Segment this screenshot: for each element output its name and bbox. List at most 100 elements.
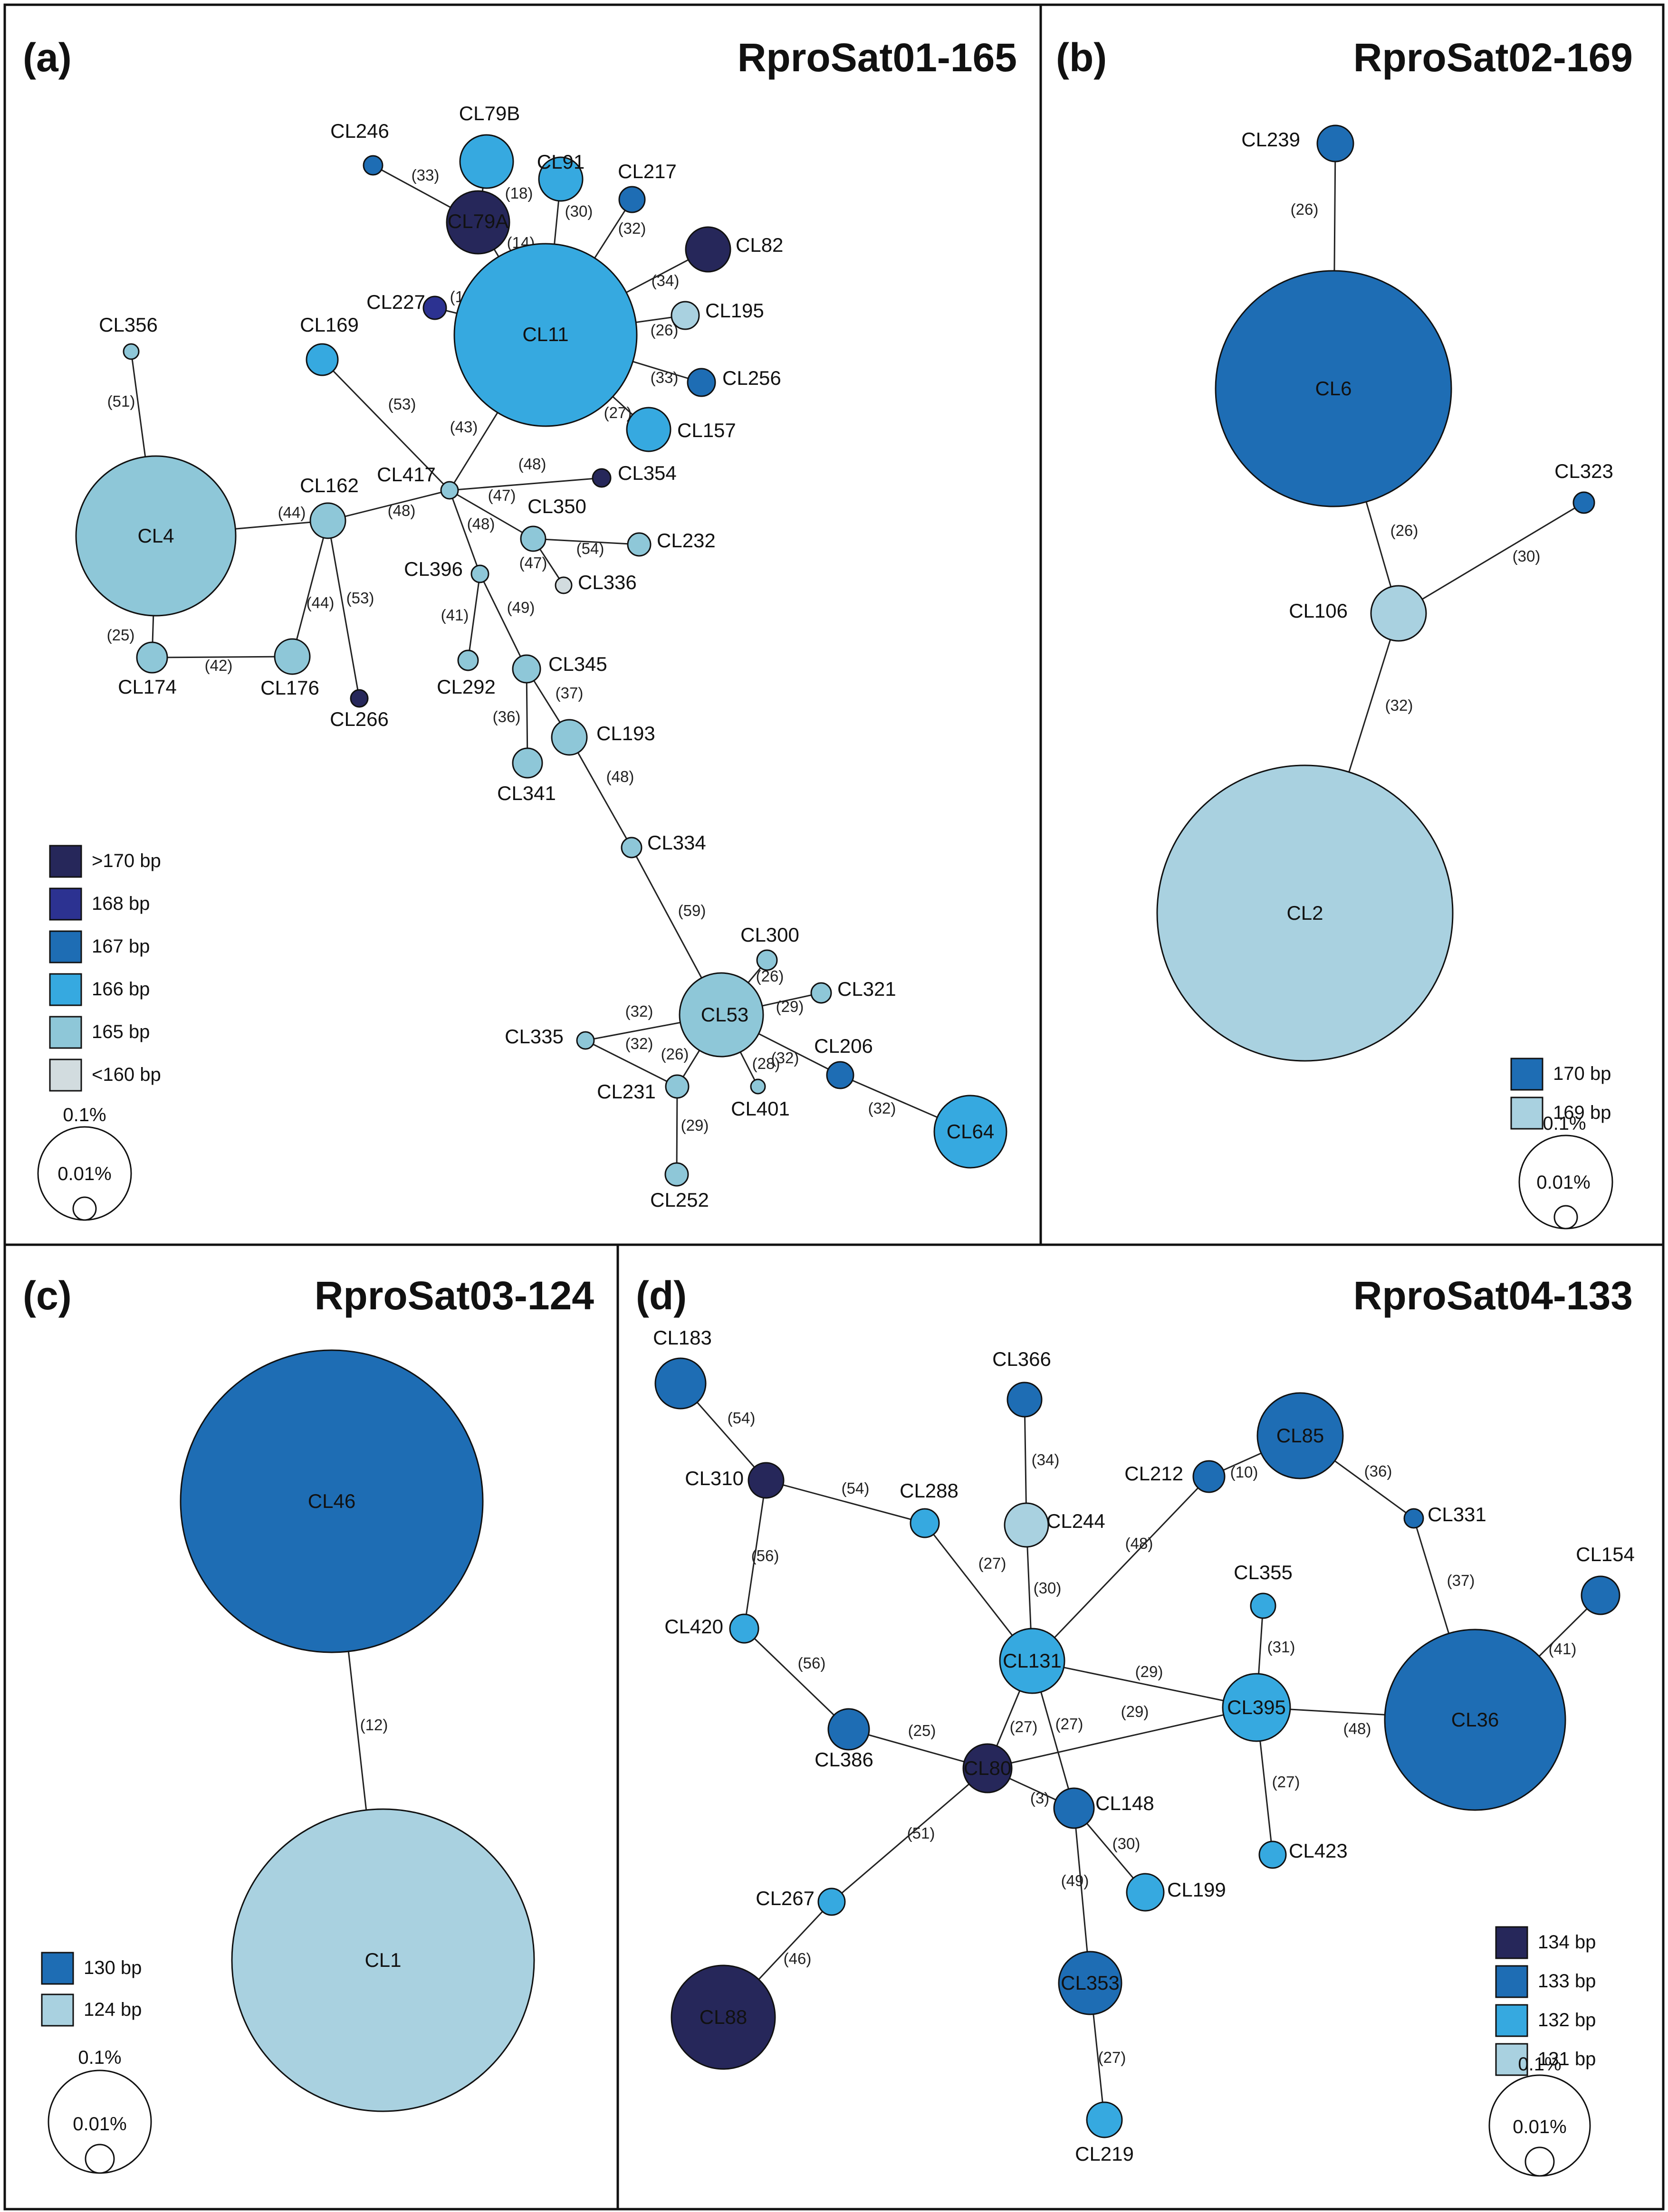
edge-label: (54)	[842, 1479, 870, 1497]
node-CL79B[interactable]	[459, 134, 514, 189]
node-CL157[interactable]	[626, 407, 671, 452]
legend-label: 124 bp	[84, 1999, 142, 2020]
node-label: CL2	[1286, 902, 1323, 924]
edge-label: (42)	[205, 657, 233, 674]
node-CL331[interactable]	[1403, 1508, 1424, 1529]
node-CL2[interactable]	[1156, 764, 1454, 1062]
node-CL6[interactable]	[1215, 270, 1452, 507]
edge-label: (37)	[1447, 1572, 1475, 1589]
node-CL195[interactable]	[671, 301, 700, 330]
node-CL244[interactable]	[1004, 1502, 1049, 1548]
panel-title: RproSat01-165	[738, 35, 1017, 80]
node-CL91[interactable]	[538, 156, 584, 202]
node-CL183[interactable]	[654, 1357, 707, 1410]
node-CL131[interactable]	[999, 1628, 1065, 1694]
node-CL80[interactable]	[962, 1743, 1013, 1793]
node-CL292[interactable]	[457, 649, 479, 671]
edge-label: (51)	[907, 1824, 935, 1842]
node-CL267[interactable]	[817, 1888, 846, 1916]
node-CL401[interactable]	[750, 1078, 766, 1095]
node-label: CL401	[731, 1097, 790, 1120]
node-CL162[interactable]	[309, 502, 346, 539]
edge-label: (54)	[728, 1409, 756, 1427]
node-CL154[interactable]	[1581, 1575, 1620, 1615]
edge-label: (10)	[1230, 1463, 1258, 1481]
node-CL46[interactable]	[180, 1349, 484, 1653]
legend-label: 133 bp	[1538, 1971, 1596, 1992]
node-CL310[interactable]	[748, 1462, 785, 1499]
node-CL199[interactable]	[1126, 1873, 1165, 1912]
node-CL396[interactable]	[470, 564, 489, 583]
panel-a: (a) RproSat01-165(33)(18)(14)(30)(32)(34)…	[3, 3, 1042, 1246]
node-CL256[interactable]	[687, 368, 716, 397]
node-CL231[interactable]	[665, 1074, 690, 1099]
node-CL227[interactable]	[422, 296, 447, 320]
node-CL206[interactable]	[826, 1061, 854, 1089]
node-label: CL219	[1075, 2143, 1134, 2165]
node-CL420[interactable]	[729, 1613, 759, 1644]
node-CL300[interactable]	[756, 949, 778, 971]
node-CL217[interactable]	[618, 186, 646, 213]
node-CL252[interactable]	[664, 1162, 689, 1187]
edge-label: (56)	[751, 1547, 779, 1564]
node-label: CL310	[685, 1467, 744, 1489]
node-CL335[interactable]	[576, 1031, 595, 1050]
node-CL169[interactable]	[306, 343, 339, 376]
node-CL423[interactable]	[1258, 1840, 1287, 1869]
node-CL64[interactable]	[933, 1095, 1007, 1169]
node-CL341[interactable]	[512, 747, 543, 779]
node-CL323[interactable]	[1572, 491, 1595, 514]
legend: 134 bp 133 bp 132 bp 131 bp	[1495, 1926, 1596, 2076]
scale-circle-small	[85, 2144, 115, 2174]
panel-tag: (b)	[1056, 35, 1107, 80]
node-CL354[interactable]	[592, 468, 612, 488]
node-label: CL217	[618, 160, 677, 182]
node-CL79A[interactable]	[446, 190, 510, 255]
edge-label: (59)	[678, 902, 706, 919]
node-CL288[interactable]	[910, 1508, 940, 1538]
node-CL239[interactable]	[1316, 124, 1354, 162]
node-CL36[interactable]	[1384, 1629, 1566, 1811]
node-label: CL336	[578, 571, 637, 593]
node-CL266[interactable]	[350, 689, 369, 708]
node-CL350[interactable]	[520, 525, 546, 552]
node-CL395[interactable]	[1222, 1673, 1291, 1742]
node-CL366[interactable]	[1007, 1382, 1043, 1418]
node-CL148[interactable]	[1053, 1787, 1095, 1829]
node-CL336[interactable]	[555, 576, 573, 594]
node-CL11[interactable]	[453, 243, 638, 427]
node-CL232[interactable]	[627, 532, 652, 557]
node-CL176[interactable]	[274, 638, 311, 675]
node-label: CL6	[1315, 377, 1352, 400]
node-CL345[interactable]	[512, 654, 541, 684]
node-CL193[interactable]	[551, 719, 588, 756]
node-CL85[interactable]	[1256, 1392, 1344, 1479]
node-CL1[interactable]	[231, 1808, 535, 2112]
node-CL106[interactable]	[1370, 585, 1427, 642]
node-CL246[interactable]	[363, 155, 383, 176]
node-CL353[interactable]	[1058, 1951, 1122, 2015]
edge-label: (32)	[1385, 696, 1413, 714]
node-CL334[interactable]	[621, 837, 642, 858]
scale-label-small: 0.01%	[1513, 2117, 1566, 2137]
node-label: CL82	[736, 234, 783, 256]
edge-label: (51)	[107, 392, 135, 410]
node-CL174[interactable]	[136, 641, 168, 674]
node-CL386[interactable]	[827, 1708, 870, 1751]
legend-swatch	[49, 845, 82, 878]
node-CL219[interactable]	[1086, 2101, 1123, 2138]
node-CL4[interactable]	[75, 455, 237, 617]
node-label: CL331	[1428, 1503, 1486, 1526]
edge-label: (48)	[518, 455, 546, 473]
node-CL212[interactable]	[1192, 1460, 1226, 1493]
node-CL53[interactable]	[679, 972, 764, 1058]
node-CL88[interactable]	[671, 1964, 776, 2070]
node-CL356[interactable]	[123, 343, 140, 360]
node-CL355[interactable]	[1250, 1592, 1276, 1619]
node-label: CL345	[548, 653, 607, 675]
node-CL321[interactable]	[810, 982, 832, 1004]
node-CL417[interactable]	[440, 481, 459, 500]
node-CL82[interactable]	[685, 226, 731, 273]
edge-CL420-CL386	[743, 1628, 850, 1730]
node-label: CL206	[814, 1035, 873, 1057]
